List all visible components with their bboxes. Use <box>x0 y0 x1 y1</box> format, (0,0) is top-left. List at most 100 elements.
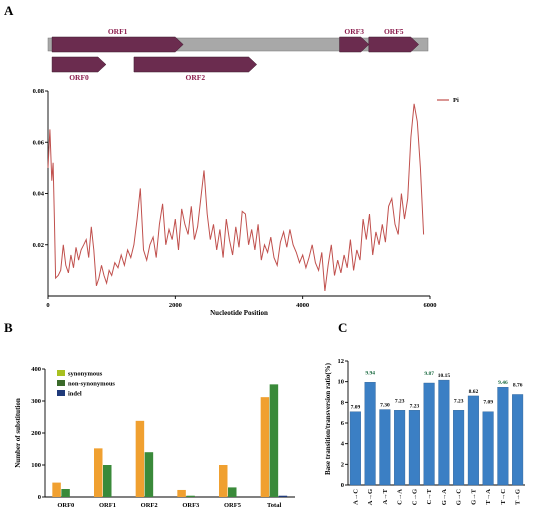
x-tick-label: ORF0 <box>57 502 74 509</box>
y-tick-label: 0 <box>341 482 344 489</box>
bar <box>423 382 435 486</box>
bar <box>497 387 509 486</box>
y-tick-label: 0 <box>38 494 41 501</box>
orf-arrow <box>133 56 258 73</box>
legend-label: synonymous <box>68 371 103 378</box>
y-tick-label: 8 <box>341 399 345 406</box>
y-tick-label: 100 <box>31 462 41 469</box>
legend-label: non-synonymous <box>68 381 115 388</box>
x-tick-label: ORF3 <box>182 502 200 509</box>
legend-label: indel <box>68 391 82 398</box>
substitution-bar-chart: 0 100 200 300 400 Number of substitution ORF0 O… <box>14 366 295 509</box>
bar <box>438 379 450 486</box>
bar-value-label: 8.76 <box>513 382 523 388</box>
x-tick-label: 2000 <box>169 302 182 309</box>
orf-arrow <box>51 36 184 53</box>
x-tick-label: G→C <box>456 489 463 506</box>
x-axis-title: Nucleotide Position <box>210 309 268 317</box>
y-tick-label: 6 <box>341 420 345 427</box>
bar-value-label: 7.09 <box>483 400 493 406</box>
orf-arrow <box>339 36 370 53</box>
panel-b-label: B <box>4 320 13 335</box>
bar-value-label: 7.23 <box>454 398 464 404</box>
legend-swatch <box>57 370 65 376</box>
y-tick-label: 0.06 <box>33 139 45 146</box>
orf-label: ORF3 <box>344 27 364 36</box>
x-tick-label: 6000 <box>424 302 437 309</box>
pi-series-line <box>47 103 425 291</box>
bar-value-label: 8.62 <box>469 389 479 395</box>
bar-value-label: 7.23 <box>395 398 405 404</box>
x-tick-label: ORF1 <box>99 502 116 509</box>
bar <box>482 411 494 486</box>
bar-value-label: 7.23 <box>410 403 420 409</box>
bar <box>94 448 103 497</box>
x-tick-label: A→C <box>352 489 359 505</box>
bar <box>219 465 228 497</box>
x-tick-label: T→A <box>485 489 492 505</box>
x-tick-label: C→T <box>426 488 433 504</box>
y-tick-label: 0.02 <box>33 242 44 249</box>
bar <box>512 394 524 486</box>
bar <box>177 489 186 497</box>
bar <box>186 495 195 497</box>
bar <box>408 410 420 486</box>
y-axis-title: Number of substitution <box>14 398 22 468</box>
panel-a-label: A <box>4 3 14 18</box>
x-tick-label: ORF2 <box>141 502 158 509</box>
x-tick-label: G→A <box>441 489 448 506</box>
y-tick-label: 0.08 <box>33 88 45 95</box>
y-tick-label: 4 <box>341 441 345 448</box>
bar <box>260 397 270 497</box>
legend-swatch <box>57 390 65 396</box>
bar <box>144 452 154 497</box>
orf-label: ORF5 <box>384 27 404 36</box>
bar-value-label: 9.94 <box>365 370 375 376</box>
orf-arrow <box>51 56 107 73</box>
bar-value-label: 9.46 <box>498 380 508 386</box>
x-tick-label: A→G <box>367 489 374 505</box>
bar <box>103 465 112 497</box>
x-tick-label: C→G <box>411 489 418 505</box>
x-tick-label: T→C <box>500 489 507 505</box>
bar-value-label: 7.09 <box>351 405 361 411</box>
bar <box>278 495 288 497</box>
panel-c-label: C <box>338 320 347 335</box>
y-tick-label: 10 <box>338 379 345 386</box>
bar <box>61 489 70 497</box>
legend-swatch <box>57 380 65 386</box>
x-tick-label: A→T <box>382 488 389 504</box>
pi-line-chart: 0.02 0.04 0.06 0.08 0 2000 4000 6000 Nucleotide … <box>33 88 459 317</box>
orf-label: ORF2 <box>186 73 206 82</box>
bar <box>135 420 145 497</box>
bar <box>52 482 61 497</box>
y-tick-label: 0.04 <box>33 191 45 198</box>
x-tick-label: T→G <box>515 489 522 505</box>
bar <box>349 411 361 486</box>
bar-value-label: 7.30 <box>380 403 390 409</box>
bar-value-label: 9.87 <box>424 371 434 377</box>
y-tick-label: 400 <box>31 366 41 373</box>
x-tick-label: G→T <box>470 488 477 505</box>
x-tick-label: 4000 <box>296 302 309 309</box>
bar <box>228 487 237 497</box>
bar-value-label: 10.15 <box>438 373 451 379</box>
bar <box>269 384 279 497</box>
bar <box>394 410 406 486</box>
x-tick-label: 0 <box>46 302 49 309</box>
x-tick-label: Total <box>267 502 281 509</box>
genome-map: ORF1 ORF0 ORF2 ORF3 ORF5 <box>47 27 429 82</box>
bar <box>467 395 479 486</box>
orf-arrow <box>368 36 420 53</box>
orf-label: ORF0 <box>69 73 89 82</box>
y-tick-label: 12 <box>338 358 345 365</box>
y-axis-title: Base transition/transversion ratio(%) <box>324 362 332 475</box>
bar <box>379 409 391 486</box>
x-tick-label: C→A <box>397 489 404 505</box>
y-tick-label: 200 <box>31 430 41 437</box>
x-tick-label: ORF5 <box>224 502 242 509</box>
ratio-bar-chart: 0 2 4 6 8 10 12 Base transition/transversion ra… <box>324 358 525 505</box>
bar <box>453 410 465 486</box>
legend-label: Pi <box>453 97 459 104</box>
